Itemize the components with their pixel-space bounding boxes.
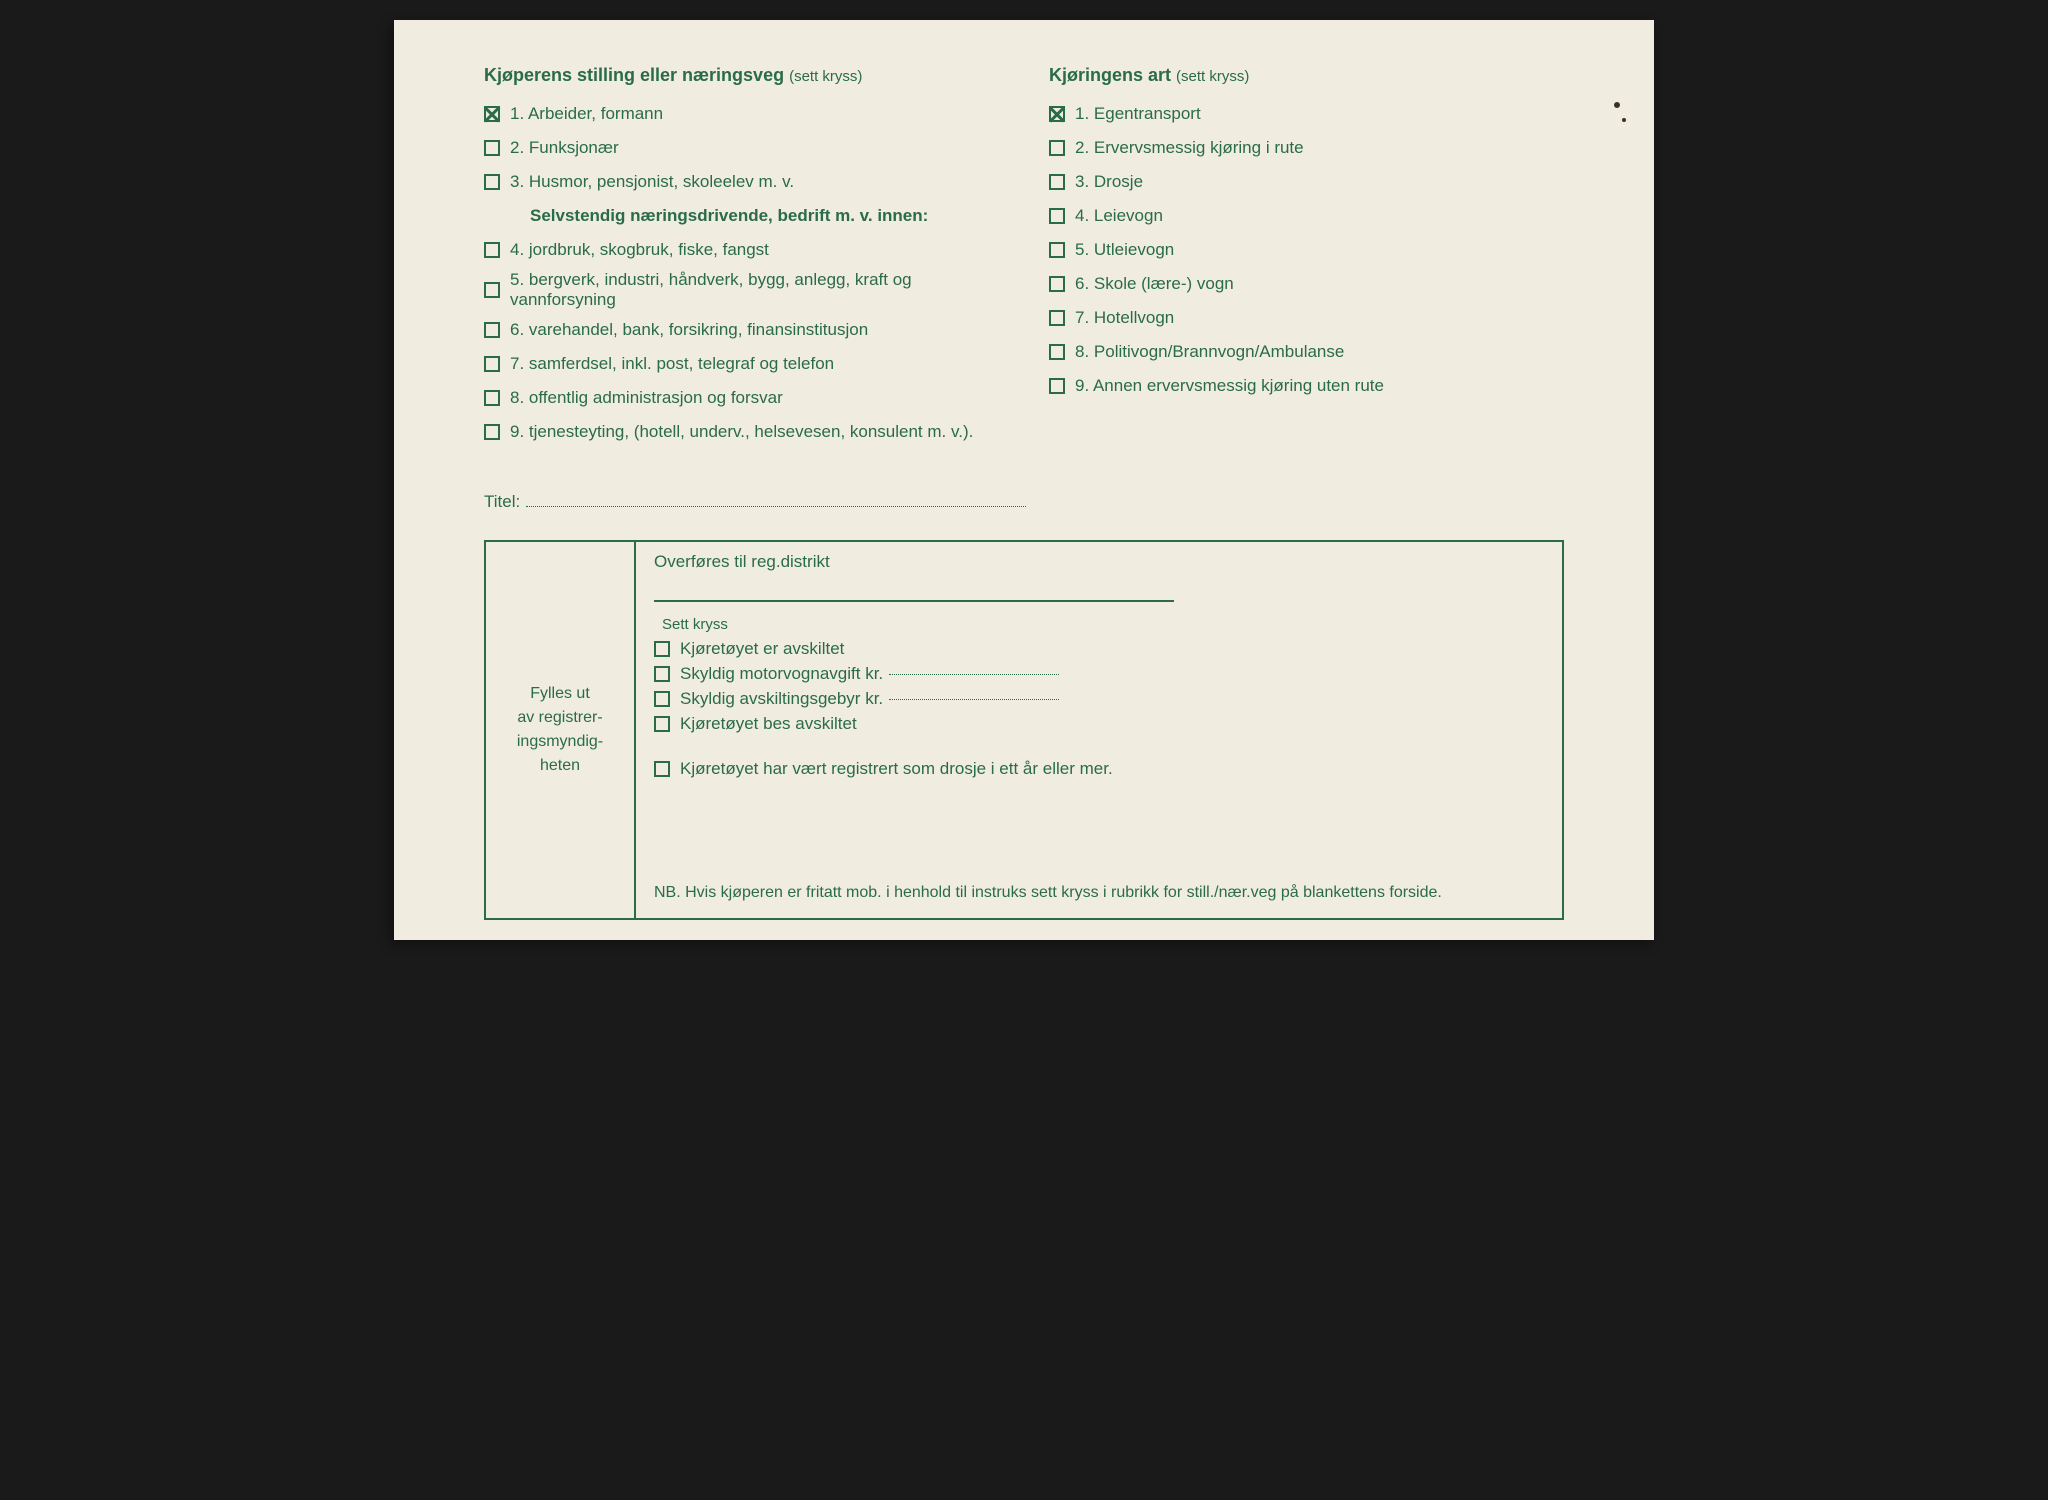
- admin-right: Overføres til reg.distrikt Sett kryss Kj…: [636, 542, 1562, 918]
- checkbox-icon[interactable]: [484, 424, 500, 440]
- admin-item-label: Kjøretøyet bes avskiltet: [680, 714, 857, 734]
- left-item-label: 4. jordbruk, skogbruk, fiske, fangst: [510, 240, 769, 260]
- checkbox-icon[interactable]: [1049, 140, 1065, 156]
- checkbox-icon[interactable]: [654, 716, 670, 732]
- columns-container: Kjøperens stilling eller næringsveg (set…: [484, 65, 1564, 452]
- checkbox-icon[interactable]: [484, 242, 500, 258]
- sett-kryss-label: Sett kryss: [662, 616, 1544, 633]
- reg-district-label: Overføres til reg.distrikt: [654, 552, 1174, 602]
- checkbox-icon[interactable]: [1049, 106, 1065, 122]
- right-item-label: 4. Leievogn: [1075, 206, 1163, 226]
- right-item-row: 7. Hotellvogn: [1049, 304, 1564, 332]
- left-item-label: 3. Husmor, pensjonist, skoleelev m. v.: [510, 172, 794, 192]
- admin-item-label: Skyldig motorvognavgift kr.: [680, 664, 883, 684]
- right-heading-hint: (sett kryss): [1176, 68, 1249, 85]
- right-item-label: 2. Ervervsmessig kjøring i rute: [1075, 138, 1304, 158]
- right-item-label: 8. Politivogn/Brannvogn/Ambulanse: [1075, 342, 1344, 362]
- paper-speck-icon: [1622, 118, 1626, 122]
- admin-side-l2: av registrer-: [517, 706, 602, 730]
- left-item-row: 2. Funksjonær: [484, 134, 999, 162]
- admin-side-label: Fylles ut av registrer- ingsmyndig- hete…: [486, 542, 636, 918]
- checkbox-icon[interactable]: [654, 666, 670, 682]
- subheading-row: Selvstendig næringsdrivende, bedrift m. …: [484, 202, 999, 230]
- right-item-row: 1. Egentransport: [1049, 100, 1564, 128]
- admin-item-lone-text: Kjøretøyet har vært registrert som drosj…: [680, 759, 1113, 779]
- checkbox-icon[interactable]: [484, 282, 500, 298]
- left-item-row: 4. jordbruk, skogbruk, fiske, fangst: [484, 236, 999, 264]
- dotted-fill-line[interactable]: [889, 699, 1059, 700]
- left-item-row: 3. Husmor, pensjonist, skoleelev m. v.: [484, 168, 999, 196]
- checkbox-icon[interactable]: [484, 390, 500, 406]
- admin-side-l1: Fylles ut: [530, 682, 590, 706]
- left-heading-text: Kjøperens stilling eller næringsveg: [484, 65, 784, 85]
- left-item-row: 8. offentlig administrasjon og forsvar: [484, 384, 999, 412]
- left-item-row: 9. tjenesteyting, (hotell, underv., hels…: [484, 418, 999, 446]
- right-item-row: 3. Drosje: [1049, 168, 1564, 196]
- checkbox-icon[interactable]: [1049, 378, 1065, 394]
- left-item-label: 8. offentlig administrasjon og forsvar: [510, 388, 783, 408]
- right-item-label: 7. Hotellvogn: [1075, 308, 1174, 328]
- checkbox-icon[interactable]: [654, 691, 670, 707]
- left-heading-hint: (sett kryss): [789, 68, 862, 85]
- right-item-row: 4. Leievogn: [1049, 202, 1564, 230]
- checkbox-icon[interactable]: [654, 761, 670, 777]
- right-column: Kjøringens art (sett kryss) 1. Egentrans…: [1049, 65, 1564, 452]
- checkbox-icon[interactable]: [654, 641, 670, 657]
- right-heading: Kjøringens art (sett kryss): [1049, 65, 1564, 86]
- checkbox-icon[interactable]: [1049, 208, 1065, 224]
- checkbox-icon[interactable]: [1049, 242, 1065, 258]
- admin-item-lone: Kjøretøyet har vært registrert som drosj…: [654, 759, 1544, 779]
- nb-line: NB. Hvis kjøperen er fritatt mob. i henh…: [654, 874, 1544, 902]
- admin-item-label: Skyldig avskiltingsgebyr kr.: [680, 689, 883, 709]
- left-item-row: 5. bergverk, industri, håndverk, bygg, a…: [484, 270, 999, 310]
- checkbox-icon[interactable]: [1049, 174, 1065, 190]
- form-page: Kjøperens stilling eller næringsveg (set…: [394, 20, 1654, 940]
- left-item-label: 1. Arbeider, formann: [510, 104, 663, 124]
- admin-box: Fylles ut av registrer- ingsmyndig- hete…: [484, 540, 1564, 920]
- checkbox-icon[interactable]: [484, 106, 500, 122]
- admin-item-row: Skyldig motorvognavgift kr.: [654, 664, 1544, 684]
- admin-item-row: Kjøretøyet er avskiltet: [654, 639, 1544, 659]
- left-item-row: 6. varehandel, bank, forsikring, finansi…: [484, 316, 999, 344]
- left-item-label: 2. Funksjonær: [510, 138, 619, 158]
- right-item-row: 8. Politivogn/Brannvogn/Ambulanse: [1049, 338, 1564, 366]
- checkbox-icon[interactable]: [1049, 344, 1065, 360]
- admin-side-l4: heten: [540, 754, 580, 778]
- left-column: Kjøperens stilling eller næringsveg (set…: [484, 65, 999, 452]
- left-item-label: 9. tjenesteyting, (hotell, underv., hels…: [510, 422, 973, 442]
- titel-dotted-line[interactable]: [526, 506, 1026, 507]
- left-item-row: 7. samferdsel, inkl. post, telegraf og t…: [484, 350, 999, 378]
- admin-item-row: Skyldig avskiltingsgebyr kr.: [654, 689, 1544, 709]
- checkbox-icon[interactable]: [484, 140, 500, 156]
- paper-speck-icon: [1614, 102, 1620, 108]
- right-item-row: 2. Ervervsmessig kjøring i rute: [1049, 134, 1564, 162]
- right-item-row: 9. Annen ervervsmessig kjøring uten rute: [1049, 372, 1564, 400]
- right-item-label: 5. Utleievogn: [1075, 240, 1174, 260]
- dotted-fill-line[interactable]: [889, 674, 1059, 675]
- checkbox-icon[interactable]: [484, 174, 500, 190]
- right-item-row: 5. Utleievogn: [1049, 236, 1564, 264]
- subheading-text: Selvstendig næringsdrivende, bedrift m. …: [510, 206, 928, 226]
- titel-row: Titel:: [484, 492, 1564, 512]
- left-item-label: 6. varehandel, bank, forsikring, finansi…: [510, 320, 868, 340]
- left-item-row: 1. Arbeider, formann: [484, 100, 999, 128]
- left-item-label: 7. samferdsel, inkl. post, telegraf og t…: [510, 354, 834, 374]
- checkbox-icon[interactable]: [484, 356, 500, 372]
- admin-item-row: Kjøretøyet bes avskiltet: [654, 714, 1544, 734]
- right-item-label: 1. Egentransport: [1075, 104, 1201, 124]
- checkbox-icon[interactable]: [1049, 276, 1065, 292]
- right-item-label: 9. Annen ervervsmessig kjøring uten rute: [1075, 376, 1384, 396]
- right-item-label: 3. Drosje: [1075, 172, 1143, 192]
- right-item-label: 6. Skole (lære-) vogn: [1075, 274, 1234, 294]
- admin-item-label: Kjøretøyet er avskiltet: [680, 639, 844, 659]
- admin-side-l3: ingsmyndig-: [517, 730, 603, 754]
- left-item-label: 5. bergverk, industri, håndverk, bygg, a…: [510, 270, 999, 310]
- right-heading-text: Kjøringens art: [1049, 65, 1171, 85]
- right-item-row: 6. Skole (lære-) vogn: [1049, 270, 1564, 298]
- left-heading: Kjøperens stilling eller næringsveg (set…: [484, 65, 999, 86]
- titel-label: Titel:: [484, 492, 520, 512]
- checkbox-icon[interactable]: [484, 322, 500, 338]
- checkbox-icon[interactable]: [1049, 310, 1065, 326]
